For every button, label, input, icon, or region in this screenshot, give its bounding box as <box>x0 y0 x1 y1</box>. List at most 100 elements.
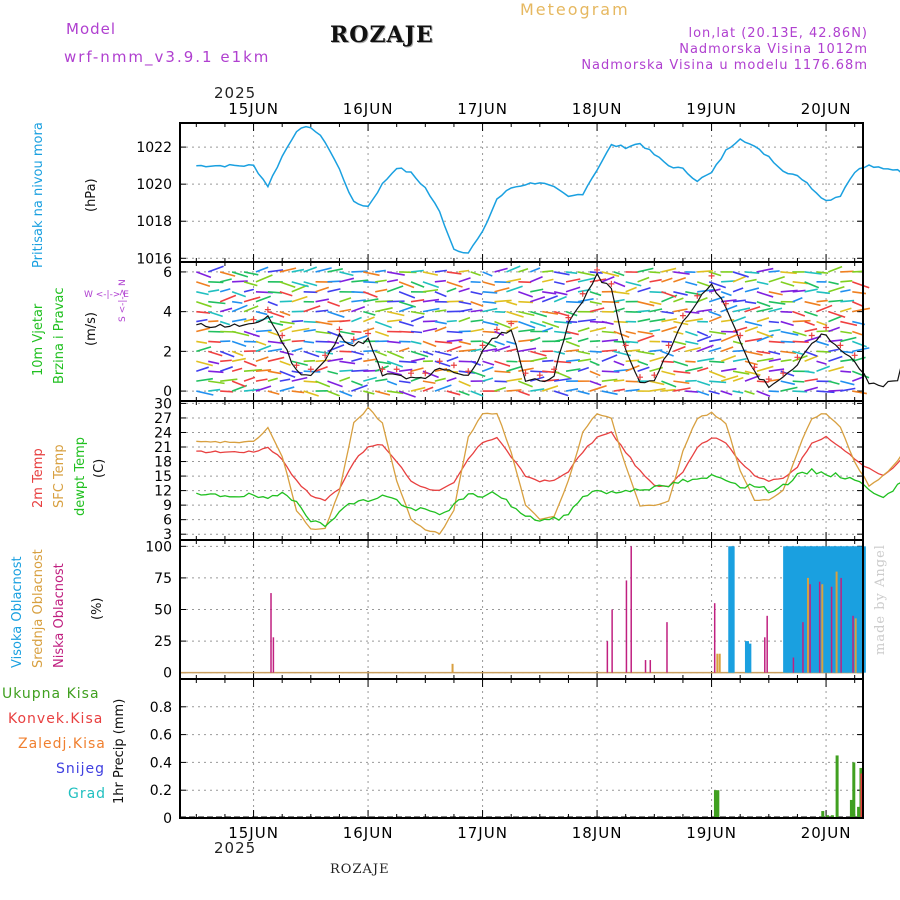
wind-arrow <box>637 309 650 313</box>
wind-arrow <box>601 275 615 283</box>
wind-arrow <box>208 320 219 323</box>
wind-arrow <box>565 286 581 293</box>
cloud-low-bar <box>766 615 768 673</box>
day-label-bottom: 16JUN <box>343 824 394 842</box>
wind-arrow <box>386 380 398 386</box>
cloud-mid-bar <box>451 663 454 673</box>
wind-arrow <box>219 271 236 277</box>
wind-arrow <box>315 309 329 313</box>
cloud-high-bar <box>828 546 833 673</box>
wind-arrow <box>208 340 221 343</box>
wind-arrow <box>577 318 596 323</box>
wind-arrow <box>446 390 461 396</box>
wind-arrow <box>756 281 769 286</box>
wind-arrow <box>482 290 498 294</box>
wind-arrow <box>446 339 463 343</box>
y-tick-label: 3 <box>163 527 172 543</box>
wind-arrow <box>720 390 733 396</box>
wind-arrow <box>828 326 840 333</box>
wind-arrow <box>637 330 653 335</box>
wind-arrow <box>279 300 293 303</box>
wind-arrow <box>840 299 855 303</box>
wind-arrow <box>637 360 649 366</box>
precip-total-bar <box>826 815 830 818</box>
wind-arrow <box>327 300 340 307</box>
wind-arrow <box>196 340 208 344</box>
cloud-high-bar <box>802 546 807 673</box>
wind-arrow <box>506 377 523 382</box>
wind-arrow <box>470 370 486 378</box>
wind-arrow <box>852 281 870 289</box>
wind-arrow <box>744 278 757 283</box>
wind-arrow <box>553 271 570 276</box>
wind-arrow <box>589 385 607 392</box>
wind-arrow <box>231 357 246 363</box>
wind-arrow <box>303 340 315 344</box>
wind-arrow <box>196 327 210 333</box>
gust-marker <box>694 292 701 299</box>
wind-arrow <box>387 390 404 395</box>
cloud-high-bar <box>826 546 831 673</box>
wind-arrow <box>697 367 709 372</box>
wind-arrow <box>530 296 546 303</box>
wind-arrow <box>267 356 285 363</box>
wind-arrow <box>673 387 691 392</box>
wind-arrow <box>196 366 209 372</box>
wind-arrow <box>267 320 284 326</box>
wind-arrow <box>649 328 661 333</box>
wind-arrow <box>458 380 471 387</box>
wind-arrow <box>529 276 543 283</box>
wind-arrow <box>756 357 774 363</box>
wind-arrow <box>661 350 674 357</box>
wind-arrow <box>458 370 476 374</box>
wind-arrow <box>351 299 366 303</box>
wind-arrow <box>756 330 773 339</box>
wind-arrow <box>506 348 518 353</box>
y-tick-label: 6 <box>163 513 172 529</box>
cloud-low-bar <box>666 622 668 673</box>
wind-arrow <box>255 295 272 303</box>
wind-arrow <box>398 390 416 398</box>
wind-arrow <box>792 281 808 285</box>
wind-arrow <box>565 340 580 348</box>
wind-arrow <box>315 298 329 303</box>
wind-arrow <box>780 358 792 363</box>
wind-arrow <box>243 360 257 367</box>
y-tick-label: 100 <box>145 539 172 555</box>
wind-arrow <box>756 300 771 308</box>
wind-arrow <box>613 320 628 324</box>
cloud-mid-bar <box>854 618 857 673</box>
wind-arrow <box>231 330 250 337</box>
wind-arrow <box>828 366 844 372</box>
wind-arrow <box>589 370 601 377</box>
wind-arrow <box>792 380 805 383</box>
wind-arrow <box>315 267 332 273</box>
wind-arrow <box>852 270 864 273</box>
wind-arrow <box>708 390 720 395</box>
wind-arrow <box>732 376 744 382</box>
wind-arrow <box>208 350 223 357</box>
cloud-low-bar <box>625 580 628 673</box>
cloud-high-bar <box>814 546 819 673</box>
wind-arrow <box>255 310 268 316</box>
wind-arrow <box>661 267 677 273</box>
cloud-low-bar <box>792 657 795 673</box>
wind-arrow <box>255 329 272 333</box>
wind-arrow <box>470 390 484 397</box>
wind-arrow <box>219 366 233 372</box>
wind-arrow <box>410 386 426 392</box>
wind-arrow <box>744 300 757 305</box>
wind-arrow <box>422 350 434 356</box>
day-label-top: 17JUN <box>457 100 508 118</box>
gust-marker <box>536 372 543 379</box>
wind-arrow <box>649 380 665 386</box>
wind-arrow <box>363 298 379 303</box>
wind-arrow <box>339 297 352 303</box>
wind-arrow <box>291 319 304 323</box>
wind-arrow <box>506 285 523 293</box>
wind-arrow <box>482 320 499 326</box>
wind-arrow <box>494 320 511 329</box>
wind-arrow <box>267 390 280 396</box>
wind-arrow <box>327 288 341 293</box>
